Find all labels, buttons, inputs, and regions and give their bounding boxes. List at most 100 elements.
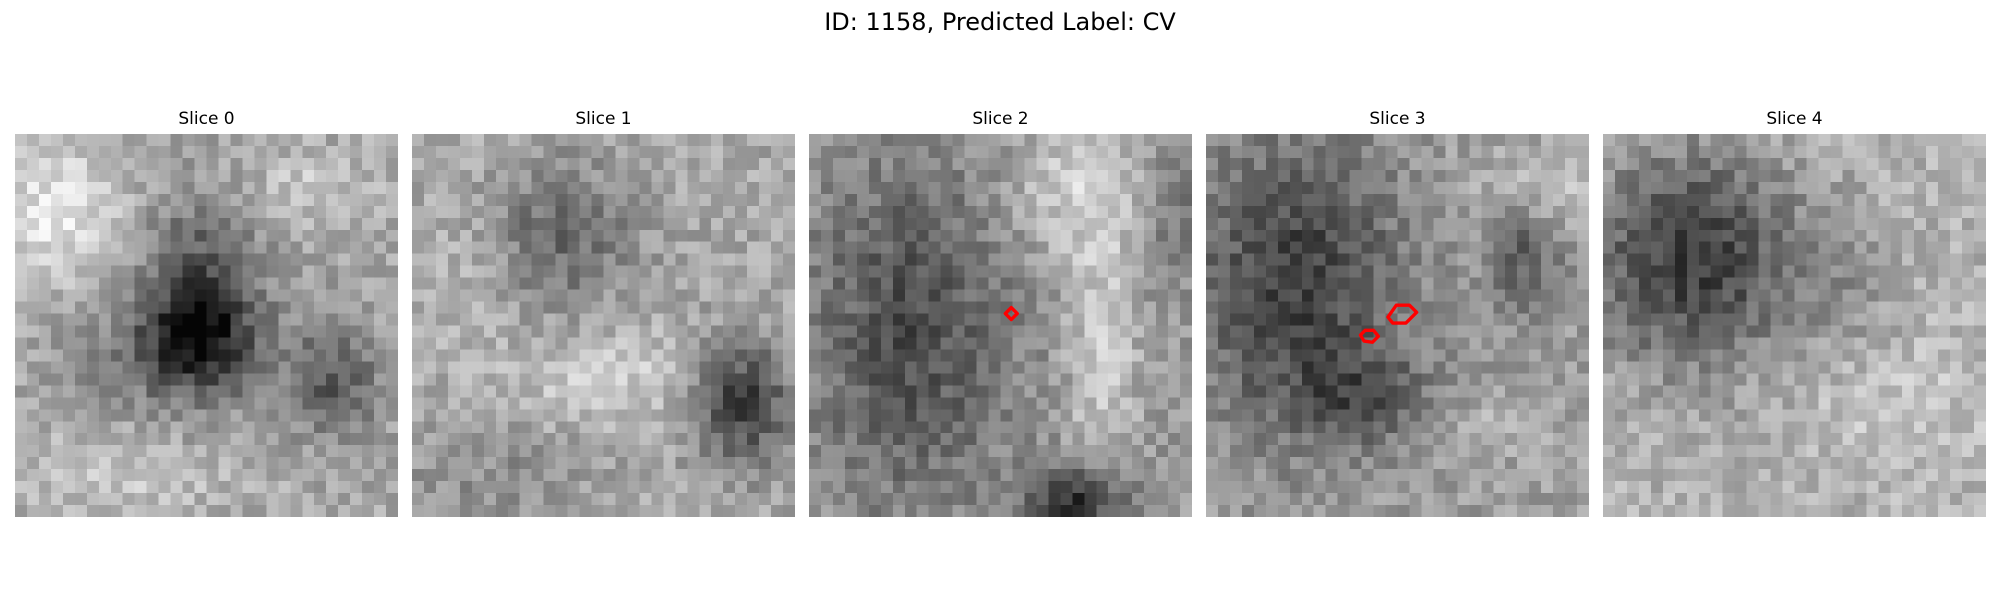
slice-pixel (1938, 181, 1951, 195)
slice-pixel (1084, 157, 1097, 171)
slice-pixel (50, 481, 64, 494)
slice-pixel (1890, 313, 1903, 326)
slice-pixel (1180, 361, 1192, 374)
slice-pixel (1686, 349, 1699, 362)
slice-pixel (1638, 253, 1652, 266)
slice-pixel (1433, 229, 1446, 242)
slice-pixel (1385, 421, 1398, 434)
slice-pixel (230, 505, 243, 517)
slice-pixel (1084, 421, 1097, 434)
slice-pixel (1301, 361, 1314, 374)
slice-pixel (1686, 277, 1699, 290)
slice-pixel (940, 145, 953, 159)
slice-pixel (1662, 337, 1676, 350)
slice-pixel (1734, 277, 1747, 290)
slice-pixel (976, 181, 989, 195)
slice-pixel (483, 169, 497, 183)
slice-pixel (338, 445, 351, 458)
slice-pixel (1794, 253, 1807, 266)
slice-pixel (158, 181, 171, 195)
slice-pixel (1830, 325, 1843, 338)
slice-pixel (170, 433, 183, 446)
slice-pixel (1253, 409, 1267, 422)
slice-pixel (723, 505, 736, 517)
slice-pixel (1626, 397, 1640, 410)
slice-pixel (1650, 457, 1664, 470)
slice-pixel (314, 134, 327, 147)
slice-pixel (1794, 361, 1807, 374)
slice-pixel (1674, 361, 1688, 374)
slice-pixel (1024, 145, 1037, 159)
slice-pixel (1012, 457, 1025, 470)
slice-pixel (1120, 445, 1133, 458)
slice-pixel (374, 277, 387, 290)
slice-pixel (86, 134, 100, 147)
slice-pixel (771, 445, 784, 458)
slice-pixel (1120, 134, 1133, 147)
slice-pixel (326, 385, 339, 398)
slice-pixel (1698, 134, 1711, 147)
slice-pixel (158, 205, 171, 219)
slice-pixel (1758, 134, 1771, 147)
slice-pixel (759, 337, 772, 350)
slice-pixel (15, 205, 28, 219)
slice-pixel (62, 505, 76, 517)
slice-pixel (435, 265, 449, 278)
slice-pixel (1096, 505, 1109, 517)
slice-pixel (507, 433, 520, 446)
slice-pixel (711, 421, 724, 434)
slice-pixel (1481, 134, 1494, 147)
slice-pixel (1409, 505, 1422, 517)
slice-pixel (86, 373, 100, 386)
slice-pixel (412, 421, 425, 434)
slice-pixel (134, 277, 147, 290)
slice-pixel (86, 289, 100, 302)
slice-pixel (651, 277, 664, 290)
slice-pixel (1361, 289, 1374, 302)
slice-pixel (615, 241, 628, 254)
slice-pixel (374, 217, 387, 230)
slice-pixel (976, 457, 989, 470)
slice-pixel (266, 265, 279, 278)
slice-pixel (976, 134, 989, 147)
slice-pixel (194, 385, 207, 398)
slice-pixel (218, 265, 231, 278)
slice-pixel (1289, 181, 1302, 195)
slice-pixel (1397, 325, 1410, 338)
slice-pixel (374, 289, 387, 302)
slice-pixel (483, 385, 497, 398)
slice-pixel (1541, 361, 1554, 374)
slice-pixel (1517, 169, 1530, 183)
slice-pixel (820, 385, 834, 398)
slice-pixel (1301, 397, 1314, 410)
slice-pixel (206, 457, 219, 470)
slice-pixel (242, 433, 255, 446)
slice-pixel (1000, 205, 1013, 219)
slice-pixel (146, 313, 159, 326)
slice-pixel (242, 145, 255, 159)
slice-pixel (1036, 505, 1049, 517)
slice-pixel (1698, 253, 1711, 266)
slice-pixel (74, 313, 88, 326)
slice-pixel (1433, 205, 1446, 219)
slice-pixel (1036, 229, 1049, 242)
slice-pixel (1265, 445, 1279, 458)
slice-pixel (603, 193, 616, 207)
slice-pixel (1313, 481, 1326, 494)
slice-pixel (1974, 385, 1986, 398)
slice-pixel (1746, 157, 1759, 171)
slice-pixel (1385, 325, 1398, 338)
slice-pixel (723, 145, 736, 159)
slice-pixel (735, 205, 748, 219)
slice-pixel (50, 301, 64, 314)
slice-pixel (603, 301, 616, 314)
slice-pixel (1614, 157, 1628, 171)
slice-pixel (1758, 337, 1771, 350)
slice-pixel (1168, 169, 1181, 183)
slice-pixel (1168, 421, 1181, 434)
slice-pixel (519, 265, 532, 278)
slice-pixel (374, 145, 387, 159)
slice-pixel (1060, 481, 1073, 494)
slice-pixel (1132, 241, 1145, 254)
slice-pixel (1603, 433, 1616, 446)
